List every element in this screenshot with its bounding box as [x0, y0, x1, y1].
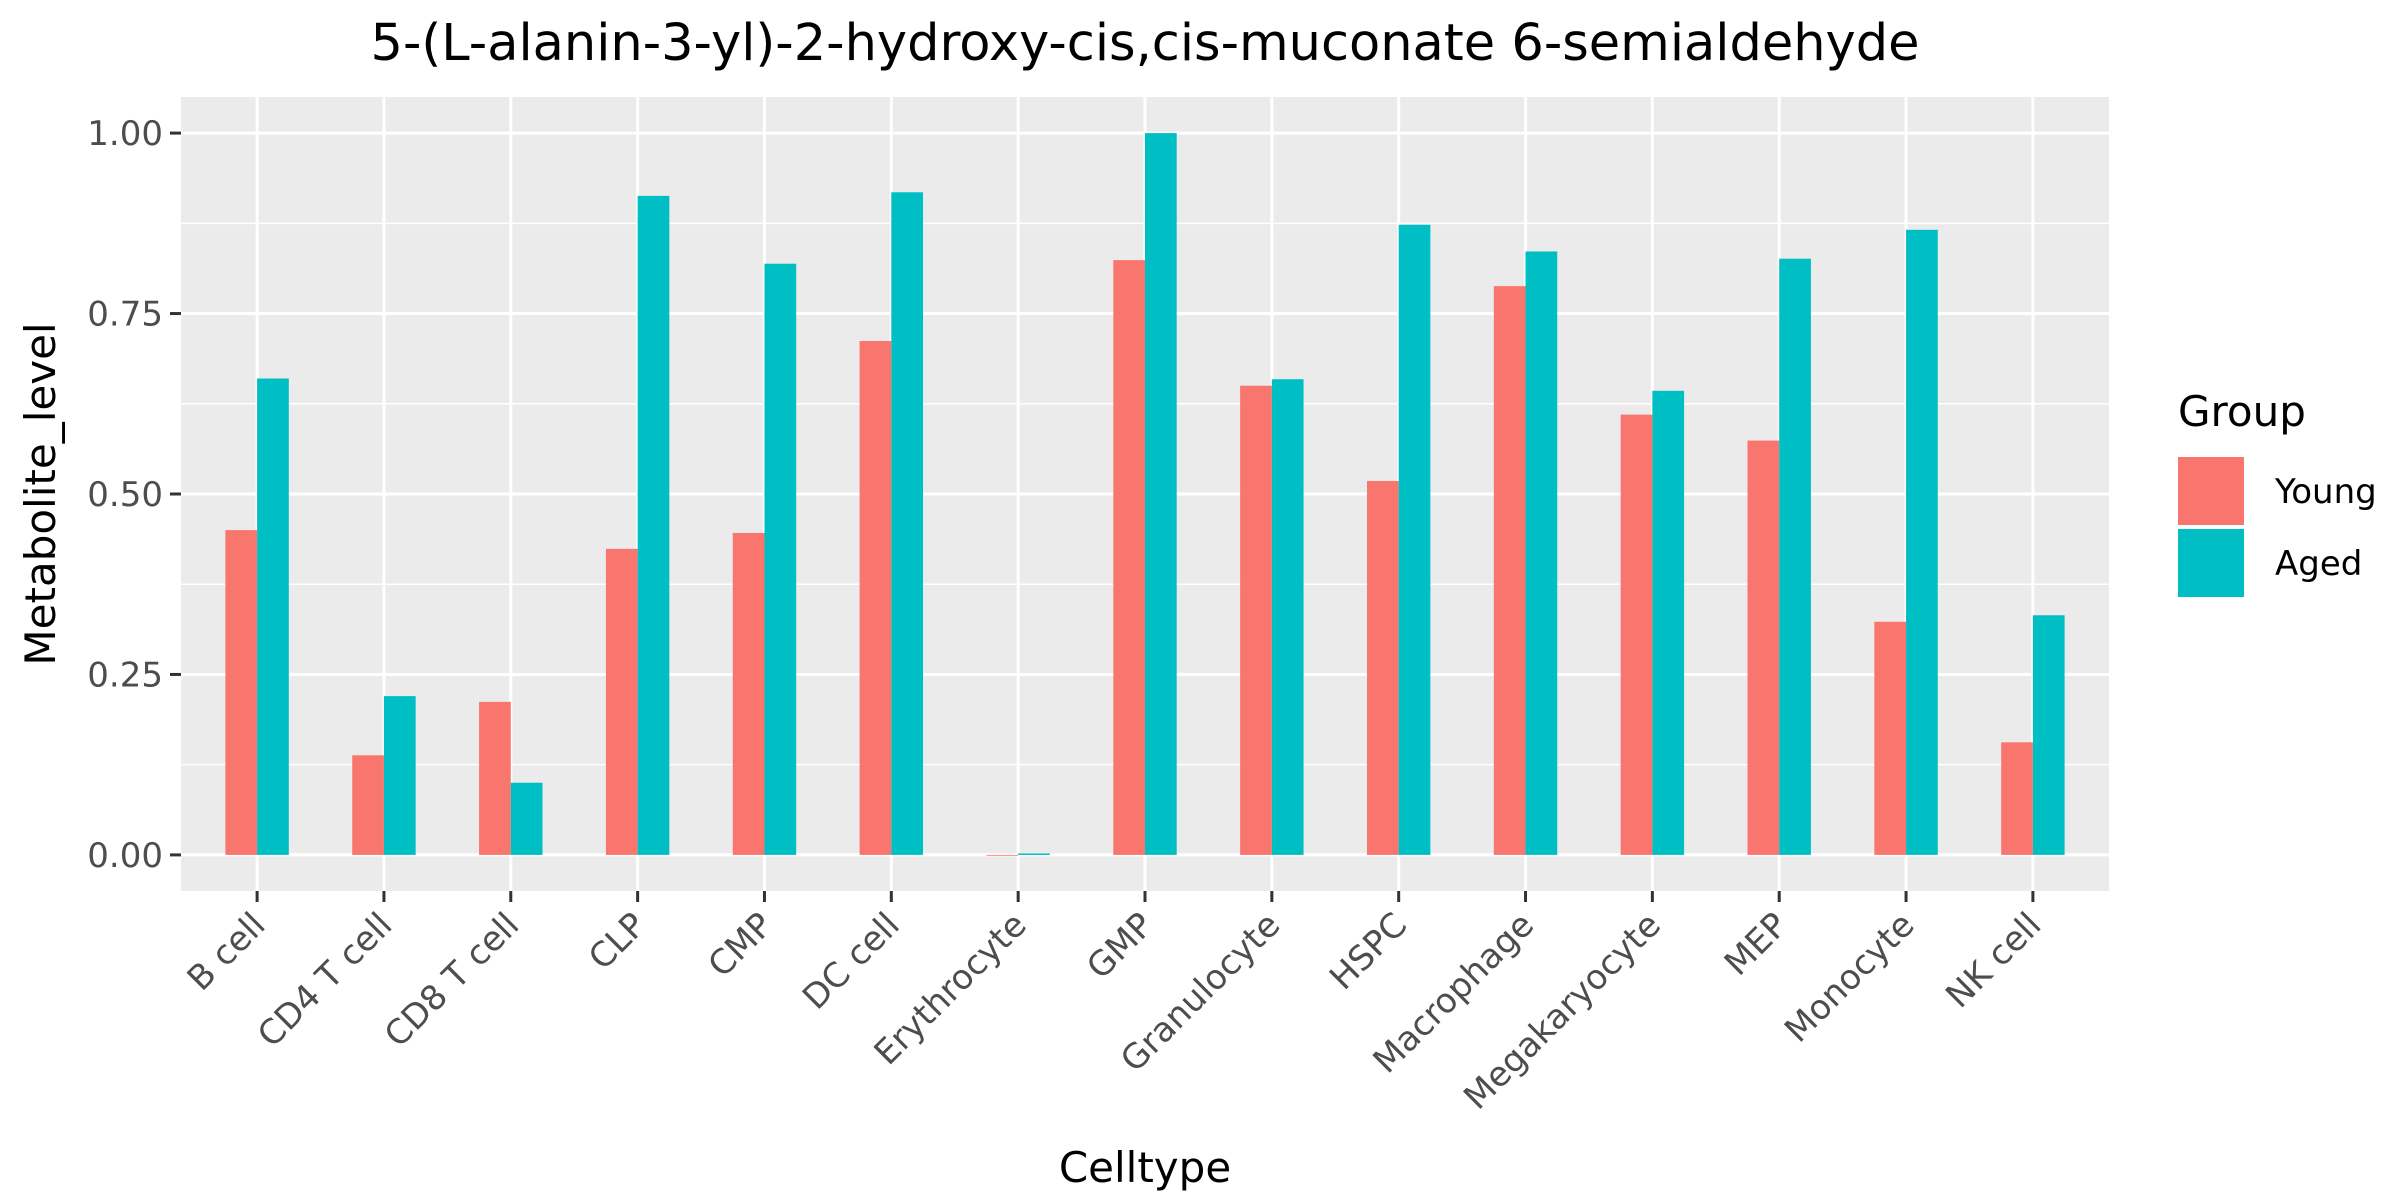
bar-aged — [257, 378, 289, 855]
bar-young — [2001, 742, 2033, 855]
bar-aged — [891, 192, 924, 855]
y-tick-label: 0.25 — [87, 655, 163, 695]
bar-aged — [510, 782, 543, 855]
bar-young — [986, 854, 1019, 856]
x-tick-label: NK cell — [1938, 905, 2049, 1016]
bar-young — [1874, 621, 1907, 855]
x-tick-label: CD8 T cell — [377, 905, 527, 1055]
bar-aged — [1906, 229, 1938, 855]
chart-title: 5-(L-alanin-3-yl)-2-hydroxy-cis,cis-muco… — [371, 14, 1920, 73]
bar-aged — [637, 195, 670, 855]
bar-young — [732, 532, 765, 855]
x-tick-label: CD4 T cell — [250, 905, 400, 1055]
x-tick-label: DC cell — [795, 905, 908, 1018]
bar-aged — [1398, 224, 1431, 855]
legend-key-aged — [2178, 529, 2244, 597]
x-axis-title: Celltype — [1059, 1143, 1231, 1192]
y-tick-label: 1.00 — [87, 114, 163, 154]
bar-aged — [1779, 258, 1811, 855]
bar-young — [479, 701, 511, 855]
y-tick-label: 0.50 — [87, 475, 163, 515]
bar-young — [1620, 414, 1653, 855]
x-tick-label: CLP — [581, 905, 654, 978]
legend: Group Young Aged — [2178, 387, 2377, 597]
bar-young — [352, 755, 384, 855]
x-tick-label: Monocyte — [1777, 905, 1922, 1050]
bar-aged — [1018, 853, 1050, 855]
bar-young — [1366, 481, 1399, 855]
y-tick-label: 0.00 — [87, 836, 163, 876]
bar-young — [225, 530, 258, 855]
x-tick-label: CMP — [701, 905, 781, 985]
bar-aged — [1145, 133, 1177, 855]
bar-young — [859, 340, 892, 855]
bar-young — [1493, 286, 1526, 855]
x-tick-label: B cell — [180, 905, 274, 999]
legend-label-aged: Aged — [2275, 544, 2362, 584]
legend-label-young: Young — [2274, 472, 2377, 512]
y-tick-label: 0.75 — [87, 295, 163, 335]
y-axis-title: Metabolite_level — [16, 322, 65, 665]
bars — [225, 133, 2065, 856]
bar-aged — [1652, 390, 1685, 855]
legend-key-young — [2178, 457, 2244, 525]
bar-aged — [383, 696, 416, 855]
legend-title: Group — [2178, 387, 2306, 436]
bar-young — [1747, 440, 1780, 855]
bar-aged — [1271, 379, 1304, 855]
y-axis: 0.00 0.25 0.50 0.75 1.00 — [87, 114, 181, 876]
bar-aged — [764, 263, 797, 855]
x-tick-label: MEP — [1717, 905, 1796, 984]
x-tick-label: GMP — [1079, 905, 1161, 987]
bar-aged — [1525, 251, 1558, 855]
bar-young — [1113, 260, 1145, 855]
bar-young — [1240, 385, 1272, 855]
x-tick-label: HSPC — [1322, 905, 1415, 998]
bar-aged — [2032, 615, 2065, 855]
bar-young — [605, 548, 638, 855]
